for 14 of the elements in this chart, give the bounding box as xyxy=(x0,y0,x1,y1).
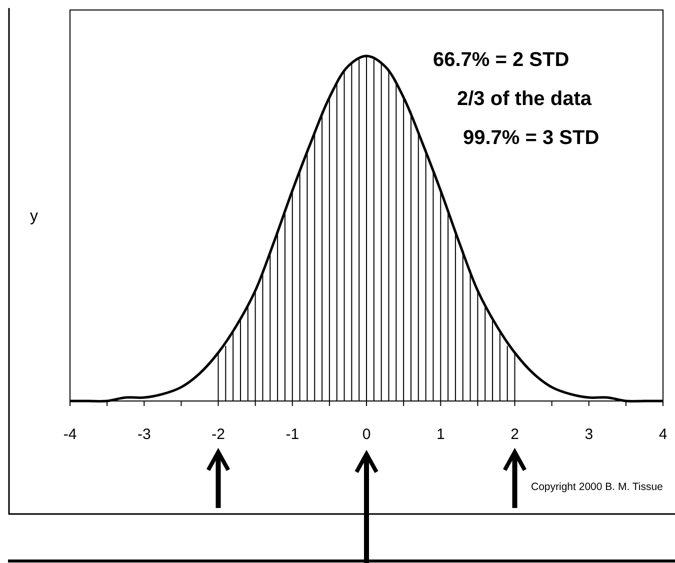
x-tick-label: 1 xyxy=(436,426,445,443)
x-tick-label: -2 xyxy=(212,426,225,443)
x-tick-label: -4 xyxy=(63,426,77,443)
x-tick-label: -3 xyxy=(137,426,151,443)
x-tick-label: 2 xyxy=(510,426,519,443)
x-tick-label: -1 xyxy=(286,426,300,443)
annotation: 2/3 of the data xyxy=(457,88,592,110)
annotation: 99.7% = 3 STD xyxy=(463,127,600,149)
x-tick-label: 3 xyxy=(584,426,594,443)
x-tick-label: 0 xyxy=(362,426,371,443)
x-tick-label: 4 xyxy=(658,426,668,443)
text: Copyright 2000 B. M. Tissue xyxy=(531,481,664,493)
annotation: 66.7% = 2 STD xyxy=(433,49,570,71)
y-axis-title: y xyxy=(30,208,38,225)
